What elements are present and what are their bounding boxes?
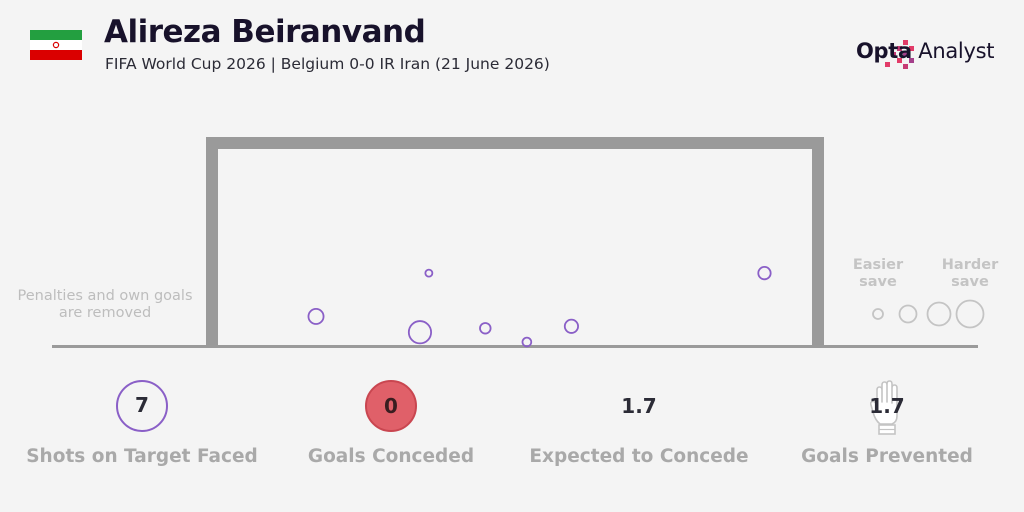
shots-on-target-badge: 7 (116, 380, 168, 432)
legend-easier-line-1: Easier (852, 257, 904, 273)
shot-marker-4 (479, 322, 492, 335)
shots-on-target-label: Shots on Target Faced (26, 446, 258, 467)
shots-on-target-value: 7 (135, 393, 149, 417)
iran-flag-icon (30, 30, 82, 60)
legend-harder-label: Harder save (930, 257, 1010, 291)
goal-right-post (812, 137, 824, 347)
expected-to-concede-badge: 1.7 (613, 380, 665, 432)
shot-marker-6 (563, 318, 579, 334)
legend-harder-line-1: Harder (941, 257, 999, 273)
shot-marker-1 (307, 308, 325, 325)
legend-size-3 (926, 301, 952, 327)
stat-expected-to-concede: 1.7 Expected to Concede (519, 380, 759, 467)
goals-prevented-label: Goals Prevented (801, 446, 973, 467)
goals-conceded-label: Goals Conceded (307, 446, 475, 467)
brand-logo-bold: Opta (856, 39, 912, 63)
exclusion-note-line-1: Penalties and own goals (17, 288, 193, 304)
shot-marker-2 (424, 268, 434, 278)
page-title: Alireza Beiranvand (104, 14, 426, 50)
expected-to-concede-label: Expected to Concede (529, 446, 749, 467)
shots-layer (307, 266, 772, 348)
stat-goals-prevented: 1.7 Goals Prevented (767, 380, 1007, 467)
shot-marker-7 (757, 266, 772, 281)
goals-conceded-value: 0 (384, 394, 398, 418)
match-subtitle: FIFA World Cup 2026 | Belgium 0-0 IR Ira… (105, 55, 550, 73)
legend-size-2 (898, 304, 918, 324)
goalkeeper-glove-icon (870, 380, 898, 435)
stat-shots-on-target: 7 Shots on Target Faced (22, 380, 262, 467)
stat-goals-conceded: 0 Goals Conceded (271, 380, 511, 467)
brand-logo-rest: Analyst (911, 39, 995, 63)
goals-prevented-badge: 1.7 (861, 380, 913, 435)
ground-line (52, 345, 978, 348)
goal-left-post (206, 137, 218, 347)
exclusion-note: Penalties and own goals are removed (0, 288, 210, 322)
goals-prevented-value: 1.7 (869, 394, 905, 418)
legend-size-1 (872, 308, 884, 320)
legend-size-4 (955, 299, 985, 329)
legend-easier-label: Easier save (838, 257, 918, 291)
goals-conceded-badge: 0 (365, 380, 417, 432)
exclusion-note-line-2: are removed (58, 305, 152, 321)
brand-logo: Opta Analyst (856, 39, 994, 63)
size-legend (872, 299, 985, 329)
expected-to-concede-value: 1.7 (621, 394, 657, 418)
goal-frame (52, 137, 978, 348)
opta-logo-icon (885, 40, 914, 69)
goal-crossbar (206, 137, 824, 149)
shot-marker-5 (521, 336, 533, 348)
legend-easier-line-2: save (859, 274, 897, 290)
shot-marker-3 (407, 320, 433, 345)
legend-harder-line-2: save (951, 274, 989, 290)
